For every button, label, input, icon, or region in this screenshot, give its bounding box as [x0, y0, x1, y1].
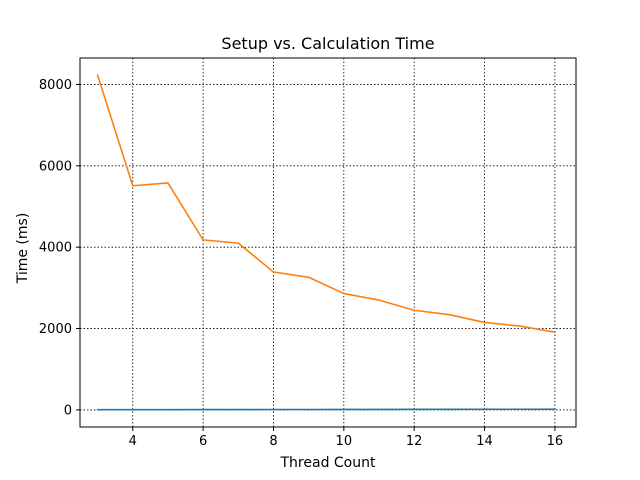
- y-tick-label: 8000: [39, 78, 72, 93]
- x-tick-label: 8: [269, 434, 277, 449]
- x-tick-label: 6: [199, 434, 207, 449]
- y-axis-label: Time (ms): [15, 213, 31, 285]
- y-axis-ticks: 0 2000 4000 6000 8000: [39, 78, 80, 418]
- x-axis-label: Thread Count: [280, 455, 376, 471]
- plot-frame: [79, 57, 577, 428]
- x-tick-label: 16: [547, 434, 564, 449]
- y-tick-label: 2000: [39, 322, 72, 337]
- y-tick-label: 0: [64, 403, 72, 418]
- x-tick-label: 4: [129, 434, 137, 449]
- chart-title: Setup vs. Calculation Time: [221, 34, 434, 53]
- series-line-2: [96, 74, 556, 334]
- y-tick-label: 4000: [39, 241, 72, 256]
- x-tick-label: 12: [406, 434, 423, 449]
- series-line-1: [96, 408, 556, 411]
- x-tick-label: 14: [476, 434, 493, 449]
- x-tick-label: 10: [336, 434, 353, 449]
- data-series: [96, 74, 556, 411]
- x-axis-ticks: 4 6 8 10 12 14 16: [129, 427, 564, 449]
- y-tick-label: 6000: [39, 159, 72, 174]
